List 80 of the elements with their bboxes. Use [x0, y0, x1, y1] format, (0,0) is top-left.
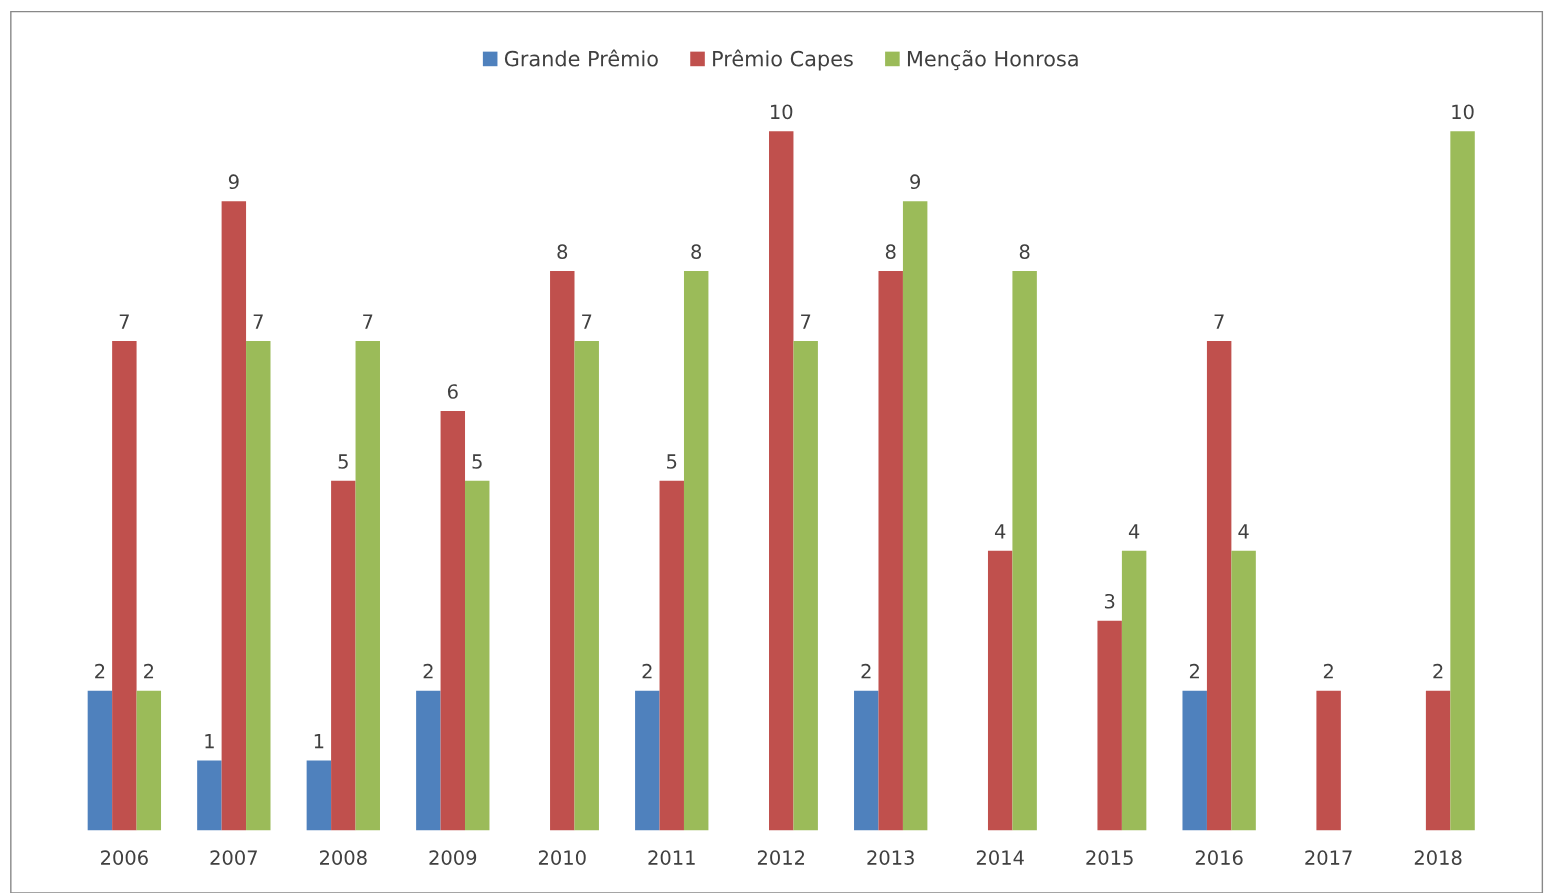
- bar: [1012, 271, 1037, 831]
- data-label: 3: [1104, 593, 1115, 609]
- x-tick-label: 2017: [1305, 850, 1352, 865]
- x-tick-label: 2006: [101, 850, 148, 865]
- data-label: 7: [253, 314, 263, 329]
- bar: [574, 341, 599, 831]
- legend-label: Menção Honrosa: [907, 50, 1078, 71]
- data-label: 1: [205, 734, 214, 749]
- bar: [769, 131, 794, 831]
- bar: [112, 341, 137, 831]
- bar: [878, 271, 903, 831]
- bar: [87, 690, 113, 831]
- data-label: 10: [771, 104, 793, 120]
- x-tick-label: 2009: [429, 850, 477, 865]
- data-label: 5: [472, 454, 482, 469]
- data-label: 2: [1323, 663, 1333, 679]
- bar: [635, 690, 660, 831]
- data-label: 4: [1128, 524, 1140, 539]
- bar: [854, 690, 879, 831]
- data-label: 10: [1452, 104, 1474, 120]
- bar: [1231, 550, 1256, 831]
- bar: [683, 271, 709, 831]
- data-label: 7: [582, 314, 592, 329]
- data-label: 8: [1019, 244, 1030, 259]
- x-tick-label: 2007: [210, 850, 257, 865]
- bar: [659, 480, 684, 831]
- data-label: 2: [1433, 663, 1443, 679]
- data-label: 2: [861, 663, 871, 679]
- bar: [416, 690, 441, 831]
- bar: [1450, 131, 1475, 831]
- x-tick-label: 2014: [976, 850, 1024, 865]
- bar: [306, 760, 332, 831]
- x-tick-label: 2015: [1086, 850, 1133, 865]
- x-tick-label: 2011: [648, 850, 695, 865]
- data-label: 4: [1238, 524, 1249, 539]
- x-tick-label: 2018: [1414, 850, 1462, 865]
- x-tick-label: 2010: [538, 850, 586, 865]
- x-tick-label: 2012: [757, 850, 805, 865]
- bar: [331, 480, 356, 831]
- data-label: 2: [423, 663, 433, 679]
- data-label: 8: [557, 244, 568, 259]
- bar: [1316, 690, 1341, 831]
- data-label: 5: [338, 454, 348, 469]
- data-label: 4: [994, 524, 1006, 539]
- data-label: 6: [447, 384, 458, 399]
- data-label: 8: [691, 244, 702, 259]
- data-label: 7: [363, 314, 373, 329]
- bar: [440, 410, 466, 831]
- bar: [221, 201, 247, 831]
- bar: [1206, 341, 1232, 831]
- bar: [1121, 550, 1147, 831]
- data-label: 9: [910, 174, 920, 190]
- bar: [1182, 690, 1207, 831]
- bar: [902, 201, 928, 831]
- x-tick-label: 2016: [1195, 850, 1243, 865]
- data-label: 7: [119, 314, 129, 329]
- bar: [987, 550, 1013, 831]
- data-label: 2: [1189, 663, 1199, 679]
- bar: [136, 690, 162, 831]
- bar: [355, 341, 380, 831]
- data-label: 9: [228, 174, 239, 190]
- bar: [465, 480, 490, 831]
- bar: [550, 271, 575, 831]
- data-label: 2: [144, 663, 154, 679]
- bar: [246, 341, 271, 831]
- data-label: 2: [642, 663, 652, 679]
- bar: [793, 341, 818, 831]
- legend-label: Prêmio Capes: [713, 49, 853, 71]
- bar: [197, 760, 222, 831]
- x-tick-label: 2008: [320, 850, 367, 865]
- data-label: 8: [885, 244, 896, 259]
- x-tick-label: 2013: [867, 850, 914, 865]
- data-label: 1: [314, 734, 324, 749]
- data-label: 5: [667, 454, 677, 469]
- legend-label: Grande Prêmio: [504, 49, 658, 67]
- data-label: 2: [95, 663, 105, 679]
- data-label: 7: [1214, 314, 1224, 329]
- data-label: 7: [801, 314, 811, 329]
- bar: [1097, 620, 1122, 831]
- bar: [1425, 690, 1451, 831]
